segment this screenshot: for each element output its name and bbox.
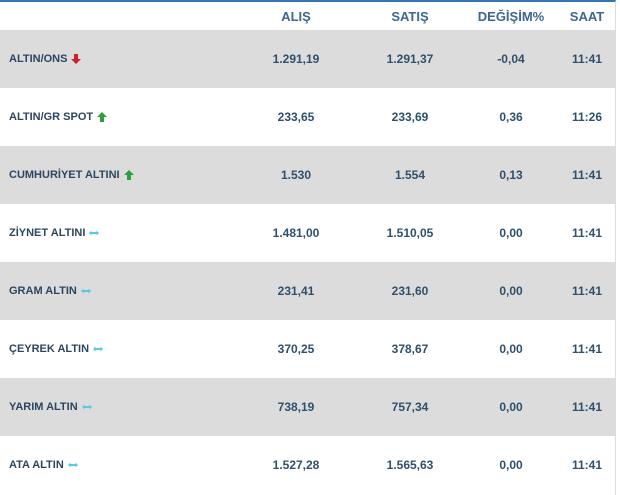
table-header: ALIŞ SATIŞ DEĞİŞİM% SAAT (0, 2, 615, 30)
double-arrow-icon (81, 401, 93, 413)
change-percent: 0,00 (463, 378, 559, 436)
update-time: 11:41 (559, 204, 615, 262)
change-percent: 0,36 (463, 88, 559, 146)
instrument-name[interactable]: CUMHURİYET ALTINI (9, 168, 120, 181)
header-change[interactable]: DEĞİŞİM% (477, 8, 545, 24)
header-time[interactable]: SAAT (569, 8, 605, 24)
instrument-cell[interactable]: GRAM ALTIN (0, 262, 235, 320)
change-percent: 0,00 (463, 204, 559, 262)
sell-price: 757,34 (357, 378, 463, 436)
sell-price: 1.510,05 (357, 204, 463, 262)
header-sell[interactable]: SATIŞ (391, 8, 429, 24)
buy-price: 1.291,19 (235, 30, 357, 88)
instrument-name[interactable]: GRAM ALTIN (9, 284, 77, 297)
instrument-name[interactable]: ALTIN/GR SPOT (9, 110, 94, 123)
change-percent: 0,00 (463, 320, 559, 378)
sell-price: 378,67 (357, 320, 463, 378)
update-time: 11:26 (559, 88, 615, 146)
instrument-cell[interactable]: ZİYNET ALTINI (0, 204, 235, 262)
arrow-up-icon (96, 111, 108, 123)
update-time: 11:41 (559, 320, 615, 378)
change-percent: 0,00 (463, 262, 559, 320)
header-name (0, 2, 235, 30)
double-arrow-icon (67, 459, 79, 471)
buy-price: 738,19 (235, 378, 357, 436)
table-row[interactable]: YARIM ALTIN 738,19 757,34 0,00 11:41 (0, 378, 615, 436)
instrument-name[interactable]: ZİYNET ALTINI (9, 226, 86, 239)
buy-price: 231,41 (235, 262, 357, 320)
buy-price: 1.481,00 (235, 204, 357, 262)
instrument-cell[interactable]: ALTIN/GR SPOT (0, 88, 235, 146)
sell-price: 233,69 (357, 88, 463, 146)
instrument-name[interactable]: ALTIN/ONS (9, 52, 68, 65)
update-time: 11:41 (559, 146, 615, 204)
buy-price: 1.530 (235, 146, 357, 204)
table-row[interactable]: ATA ALTIN 1.527,28 1.565,63 0,00 11:41 (0, 436, 615, 494)
update-time: 11:41 (559, 378, 615, 436)
table-row[interactable]: GRAM ALTIN 231,41 231,60 0,00 11:41 (0, 262, 615, 320)
change-percent: 0,00 (463, 436, 559, 494)
table-row[interactable]: ZİYNET ALTINI 1.481,00 1.510,05 0,00 11:41 (0, 204, 615, 262)
instrument-cell[interactable]: YARIM ALTIN (0, 378, 235, 436)
arrow-up-icon (123, 169, 135, 181)
sell-price: 231,60 (357, 262, 463, 320)
table-row[interactable]: ALTIN/ONS 1.291,19 1.291,37 -0,04 11:41 (0, 30, 615, 88)
arrow-down-icon (70, 53, 82, 65)
instrument-name[interactable]: ATA ALTIN (9, 458, 64, 471)
double-arrow-icon (92, 343, 104, 355)
update-time: 11:41 (559, 262, 615, 320)
table-row[interactable]: ÇEYREK ALTIN 370,25 378,67 0,00 11:41 (0, 320, 615, 378)
instrument-name[interactable]: YARIM ALTIN (9, 400, 78, 413)
instrument-cell[interactable]: ALTIN/ONS (0, 30, 235, 88)
buy-price: 1.527,28 (235, 436, 357, 494)
change-percent: -0,04 (463, 30, 559, 88)
instrument-name[interactable]: ÇEYREK ALTIN (9, 342, 90, 355)
change-percent: 0,13 (463, 146, 559, 204)
header-buy[interactable]: ALIŞ (281, 8, 311, 24)
table-row[interactable]: CUMHURİYET ALTINI 1.530 1.554 0,13 11:41 (0, 146, 615, 204)
table-row[interactable]: ALTIN/GR SPOT 233,65 233,69 0,36 11:26 (0, 88, 615, 146)
instrument-cell[interactable]: ÇEYREK ALTIN (0, 320, 235, 378)
buy-price: 233,65 (235, 88, 357, 146)
update-time: 11:41 (559, 436, 615, 494)
double-arrow-icon (80, 285, 92, 297)
double-arrow-icon (88, 227, 100, 239)
update-time: 11:41 (559, 30, 615, 88)
sell-price: 1.565,63 (357, 436, 463, 494)
instrument-cell[interactable]: ATA ALTIN (0, 436, 235, 494)
buy-price: 370,25 (235, 320, 357, 378)
instrument-cell[interactable]: CUMHURİYET ALTINI (0, 146, 235, 204)
sell-price: 1.554 (357, 146, 463, 204)
sell-price: 1.291,37 (357, 30, 463, 88)
